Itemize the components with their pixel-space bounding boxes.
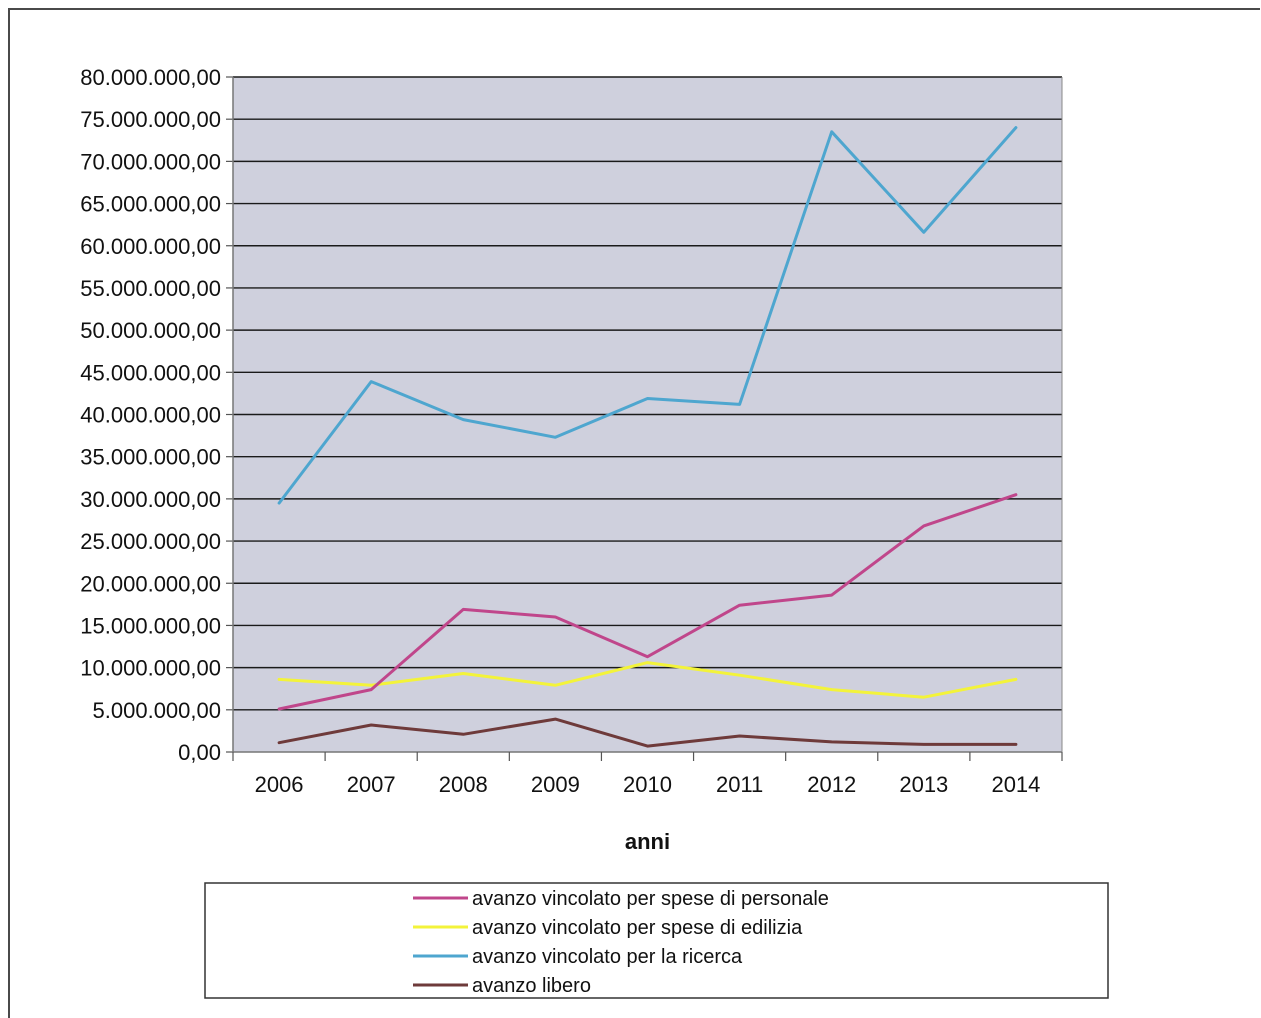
gridlines [226,76,1062,753]
series-line-3 [277,717,1018,748]
x-tick-label: 2014 [991,772,1040,797]
legend-label-1: avanzo vincolato per spese di edilizia [472,917,803,939]
x-tick-label: 2012 [807,772,856,797]
series-lines [277,126,1018,748]
series-line-2 [277,126,1018,505]
axes [232,77,1063,761]
y-tick-label: 40.000.000,00 [80,403,221,428]
x-tick-label: 2009 [531,772,580,797]
y-tick-label: 65.000.000,00 [80,192,221,217]
x-tick-label: 2006 [255,772,304,797]
x-tick-label: 2011 [716,772,763,797]
y-tick-label: 15.000.000,00 [80,613,221,638]
y-tick-label: 60.000.000,00 [80,234,221,259]
legend-label-2: avanzo vincolato per la ricerca [472,946,743,968]
y-tick-label: 35.000.000,00 [80,445,221,470]
series-line-0 [277,493,1018,711]
legend-label-3: avanzo libero [472,975,591,997]
x-tick-label: 2013 [899,772,948,797]
x-axis-title: anni [625,829,670,854]
legend-box [204,882,1109,999]
y-tick-label: 55.000.000,00 [80,276,221,301]
legend: avanzo vincolato per spese di personale a… [204,882,1109,999]
y-tick-label: 45.000.000,00 [80,360,221,385]
series-line-1 [277,661,1018,699]
x-tick-label: 2008 [439,772,488,797]
y-tick-label: 30.000.000,00 [80,487,221,512]
y-tick-label: 75.000.000,00 [80,107,221,132]
y-tick-label: 50.000.000,00 [80,318,221,343]
y-tick-label: 70.000.000,00 [80,149,221,174]
y-tick-label: 10.000.000,00 [80,656,221,681]
y-tick-label: 5.000.000,00 [93,698,221,723]
x-axis-tick-labels: 2006 2007 2008 2009 2010 2011 2012 2013 2014 [255,772,1041,797]
y-tick-label: 0,00 [178,740,221,765]
chart-frame [8,8,1260,1018]
legend-label-0: avanzo vincolato per spese di personale [472,888,829,910]
x-tick-label: 2007 [347,772,396,797]
y-tick-label: 25.000.000,00 [80,529,221,554]
y-tick-label: 20.000.000,00 [80,571,221,596]
x-tick-label: 2010 [623,772,672,797]
y-axis-tick-labels: 0,00 5.000.000,00 10.000.000,00 15.000.000,… [80,65,221,765]
y-tick-label: 80.000.000,00 [80,65,221,90]
